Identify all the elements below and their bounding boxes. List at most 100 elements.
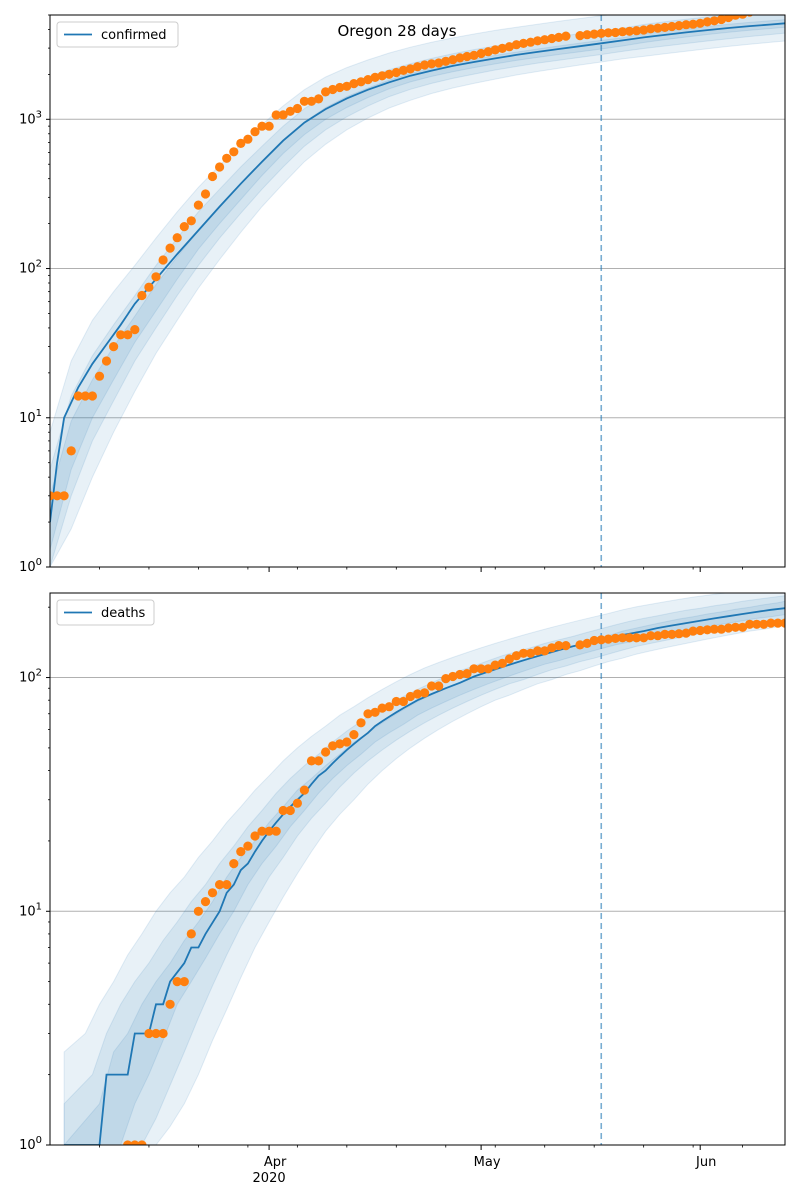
observed-point [716, 624, 727, 634]
observed-point [306, 756, 317, 766]
observed-point [66, 446, 76, 456]
observed-point [667, 21, 677, 32]
observed-point [342, 81, 352, 91]
observed-point [504, 654, 514, 664]
x-tick-label: May [474, 1155, 501, 1170]
observed-point [271, 110, 281, 120]
observed-point [511, 651, 521, 661]
observed-point [222, 153, 232, 163]
observed-point [370, 72, 380, 82]
observed-point [335, 82, 345, 93]
observed-point [257, 826, 267, 836]
observed-point [130, 1140, 140, 1145]
observed-point [561, 31, 571, 41]
observed-point [497, 658, 507, 669]
observed-point [596, 28, 606, 38]
observed-point [250, 831, 260, 841]
observed-point [328, 84, 338, 95]
observed-point [384, 702, 394, 712]
observed-point [540, 646, 550, 656]
observed-point [264, 826, 274, 836]
observed-point [582, 638, 592, 649]
observed-point [738, 622, 748, 632]
observed-point [653, 23, 663, 33]
observed-point [448, 55, 458, 65]
observed-point [405, 691, 415, 702]
observed-point [427, 59, 437, 69]
observed-point [518, 38, 529, 49]
observed-point [681, 20, 691, 30]
observed-point [497, 43, 507, 54]
observed-point [773, 618, 783, 628]
observed-point [292, 798, 302, 808]
observed-point [639, 633, 649, 643]
observed-point [412, 62, 423, 72]
observed-point [278, 805, 288, 816]
observed-point [681, 628, 691, 638]
observed-point [87, 391, 97, 401]
uncertainty-band [63, 600, 785, 1145]
observed-point [476, 48, 486, 59]
observed-point [434, 681, 444, 691]
observed-point [603, 634, 613, 644]
observed-point [299, 785, 309, 795]
observed-point [653, 631, 663, 641]
observed-point [589, 635, 599, 646]
legend-box [56, 599, 155, 626]
observed-point [207, 888, 218, 898]
observed-point [179, 977, 189, 987]
observed-point [123, 1140, 133, 1145]
observed-point [702, 17, 712, 27]
observed-point [405, 64, 415, 74]
observed-point [229, 859, 239, 869]
observed-point [561, 641, 571, 651]
observed-point [52, 491, 62, 501]
observed-point [179, 222, 189, 232]
legend: confirmed [56, 21, 179, 48]
observed-point [328, 741, 338, 751]
observed-point [306, 96, 317, 106]
plot-area [50, 593, 785, 1145]
observed-point [695, 625, 705, 636]
observed-point [455, 669, 465, 680]
observed-point [101, 356, 112, 366]
observed-point [759, 619, 769, 629]
observed-point [441, 56, 451, 66]
observed-point [314, 94, 324, 104]
observed-point [321, 747, 331, 757]
axes-frame [49, 14, 786, 568]
observed-point [730, 622, 741, 632]
observed-point [391, 67, 401, 78]
observed-point [434, 58, 444, 68]
observed-point [384, 69, 394, 79]
observed-point [285, 106, 295, 116]
observed-point [363, 75, 373, 85]
observed-point [151, 1028, 161, 1039]
observed-point [547, 643, 557, 653]
observed-point [321, 87, 331, 97]
observed-point [752, 619, 762, 629]
observed-point [377, 703, 387, 713]
observed-point [271, 826, 281, 836]
observed-point [709, 16, 719, 26]
observed-point [200, 189, 211, 199]
observed-point [215, 162, 225, 172]
observed-point [738, 15, 748, 19]
observed-point [554, 641, 564, 651]
observed-point [285, 805, 295, 816]
x-tick-label: Jun [695, 1155, 716, 1170]
observed-point [158, 1028, 168, 1039]
uncertainty-band [50, 15, 785, 567]
observed-point [455, 53, 465, 63]
observed-point [490, 660, 500, 670]
observed-point [377, 71, 387, 81]
observed-point [243, 841, 253, 851]
observed-point [59, 491, 69, 501]
observed-point [632, 633, 642, 643]
observed-point [709, 624, 719, 634]
observed-point [137, 290, 147, 301]
observed-point [370, 707, 380, 717]
observed-point [257, 121, 267, 131]
